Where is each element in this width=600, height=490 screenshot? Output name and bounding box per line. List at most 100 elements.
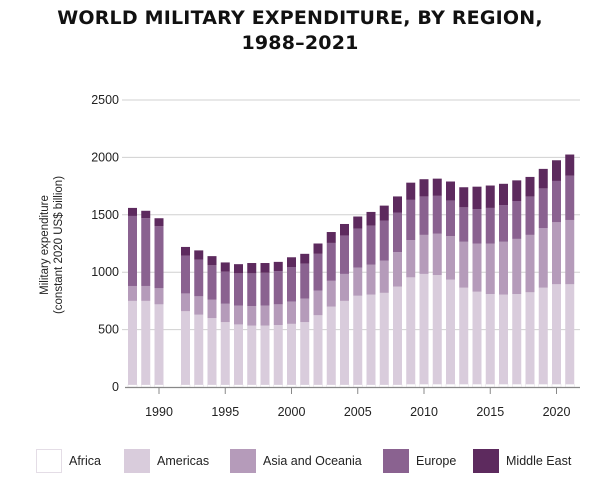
bar-europe-2013 xyxy=(459,207,469,242)
bar-middle-east-2015 xyxy=(485,185,495,208)
bar-americas-1993 xyxy=(194,314,204,385)
bar-africa-2005 xyxy=(353,384,363,388)
bar-asia-oceania-1992 xyxy=(181,293,190,312)
bar-africa-1992 xyxy=(180,384,191,388)
bar-europe-2017 xyxy=(512,201,522,239)
bar-americas-2000 xyxy=(287,323,296,385)
bar-asia-oceania-2007 xyxy=(379,260,389,293)
legend-label-asia-oceania: Asia and Oceania xyxy=(263,454,362,468)
bar-europe-2000 xyxy=(287,267,296,302)
bar-middle-east-2017 xyxy=(512,180,522,202)
x-tick-label: 2000 xyxy=(278,405,306,419)
legend-swatch-americas xyxy=(124,449,150,473)
bar-africa-1990 xyxy=(154,384,164,388)
bar-asia-oceania-2000 xyxy=(287,301,296,324)
y-tick-label: 0 xyxy=(112,380,119,394)
bar-africa-2009 xyxy=(406,383,416,388)
bar-asia-oceania-2001 xyxy=(300,298,310,323)
bar-middle-east-2012 xyxy=(446,181,455,201)
bar-asia-oceania-2009 xyxy=(406,240,416,278)
bar-middle-east-2001 xyxy=(300,253,310,264)
bar-asia-oceania-2019 xyxy=(538,228,548,288)
bar-africa-1988 xyxy=(127,384,138,388)
bar-americas-1990 xyxy=(154,304,164,385)
bar-europe-2010 xyxy=(419,196,429,235)
bar-europe-2008 xyxy=(393,212,402,253)
bar-middle-east-2020 xyxy=(552,160,561,181)
bar-americas-2006 xyxy=(366,294,376,385)
legend-swatch-middle-east xyxy=(473,449,499,473)
bar-europe-2001 xyxy=(300,263,310,299)
bar-europe-2012 xyxy=(446,200,455,237)
bar-asia-oceania-2018 xyxy=(525,234,535,293)
legend-item-europe: Europe xyxy=(383,448,456,474)
bar-americas-1999 xyxy=(273,325,283,385)
bar-asia-oceania-2002 xyxy=(313,290,323,316)
bar-europe-1995 xyxy=(220,271,230,304)
bar-americas-1998 xyxy=(260,325,270,385)
bar-americas-1996 xyxy=(234,324,243,385)
bar-africa-2014 xyxy=(472,383,482,388)
bar-africa-1998 xyxy=(260,384,270,388)
bar-middle-east-1993 xyxy=(194,250,204,260)
bar-asia-oceania-2017 xyxy=(512,238,522,295)
gridlines xyxy=(122,99,580,331)
bar-americas-1988 xyxy=(128,300,137,385)
bar-americas-1995 xyxy=(220,322,230,385)
bar-middle-east-2011 xyxy=(432,178,442,196)
bar-middle-east-2021 xyxy=(565,154,575,176)
bar-africa-2007 xyxy=(379,384,389,388)
bar-africa-2003 xyxy=(326,384,336,388)
bar-asia-oceania-1994 xyxy=(207,299,217,319)
legend-item-americas: Americas xyxy=(124,448,209,474)
bar-asia-oceania-1988 xyxy=(128,285,137,301)
chart-title-line2: 1988–2021 xyxy=(241,32,359,54)
axes: 0 500 1000 1500 2000 2500 1990 1995 2000 2005 2010… xyxy=(91,93,580,419)
bar-asia-oceania-2004 xyxy=(340,273,349,301)
y-axis-label-line1: Military expenditure xyxy=(39,195,51,295)
bar-africa-1997 xyxy=(247,384,257,388)
bar-americas-2015 xyxy=(485,294,495,385)
x-tick-label: 1995 xyxy=(211,405,239,419)
bar-europe-1994 xyxy=(207,265,217,300)
bar-americas-2004 xyxy=(340,300,349,385)
y-axis-label-line2: (constant 2020 US$ billion) xyxy=(53,176,65,314)
bar-americas-2016 xyxy=(499,294,508,385)
bar-americas-1997 xyxy=(247,325,257,385)
bar-middle-east-1999 xyxy=(273,261,283,272)
chart-title: WORLD MILITARY EXPENDITURE, BY REGION, 1… xyxy=(0,6,600,56)
bar-middle-east-1995 xyxy=(220,262,230,272)
bar-europe-2007 xyxy=(379,220,389,261)
bar-europe-2004 xyxy=(340,235,349,274)
bar-middle-east-1994 xyxy=(207,256,217,266)
legend-label-africa: Africa xyxy=(69,454,101,468)
bar-europe-1999 xyxy=(273,271,283,305)
bar-africa-2020 xyxy=(551,383,562,388)
bar-asia-oceania-1996 xyxy=(234,305,243,325)
bar-africa-2008 xyxy=(392,384,403,388)
bar-americas-2017 xyxy=(512,294,522,385)
bar-asia-oceania-2014 xyxy=(472,243,482,292)
bar-europe-1998 xyxy=(260,272,270,306)
bar-africa-2021 xyxy=(565,383,575,388)
bar-asia-oceania-2005 xyxy=(353,267,363,296)
bar-middle-east-2004 xyxy=(340,223,349,236)
bar-asia-oceania-2012 xyxy=(446,236,455,280)
legend-swatch-asia-oceania xyxy=(230,449,256,473)
chart-title-line1: WORLD MILITARY EXPENDITURE, BY REGION, xyxy=(57,7,543,29)
bar-middle-east-2013 xyxy=(459,187,469,208)
bar-africa-2015 xyxy=(485,383,495,388)
bar-europe-1988 xyxy=(128,215,137,286)
bar-europe-2021 xyxy=(565,175,575,220)
bar-europe-2011 xyxy=(432,195,442,234)
bar-middle-east-1997 xyxy=(247,263,257,274)
bar-europe-2003 xyxy=(326,242,336,281)
x-tick-label: 2020 xyxy=(543,405,571,419)
bar-europe-2006 xyxy=(366,225,376,265)
bar-europe-1996 xyxy=(234,273,243,306)
bar-middle-east-2018 xyxy=(525,176,535,197)
bar-middle-east-2000 xyxy=(287,257,296,268)
bar-africa-1995 xyxy=(220,384,230,388)
bar-americas-2021 xyxy=(565,284,575,385)
y-tick-label: 1500 xyxy=(91,208,119,222)
